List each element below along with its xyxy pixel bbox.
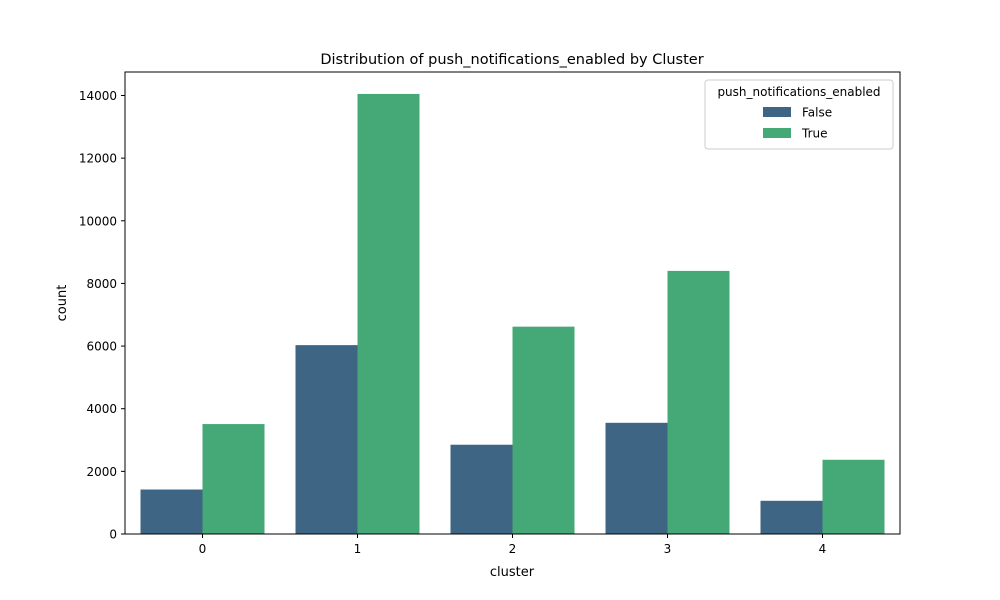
y-tick-label: 10000 (79, 214, 117, 228)
y-tick-label: 0 (109, 528, 117, 542)
legend-label-true: True (801, 127, 828, 141)
bar-false-cluster-2 (450, 444, 513, 534)
x-tick-label: 3 (664, 542, 672, 556)
legend-swatch-true (763, 128, 791, 138)
y-tick-label: 8000 (86, 277, 117, 291)
y-axis-label: count (55, 285, 70, 322)
y-tick-label: 12000 (79, 152, 117, 166)
bar-true-cluster-1 (357, 93, 420, 535)
legend-title: push_notifications_enabled (717, 85, 880, 99)
bar-true-cluster-3 (667, 270, 730, 534)
x-axis-label: cluster (490, 565, 535, 580)
legend-box (704, 79, 894, 150)
bar-true-cluster-0 (202, 424, 265, 534)
x-tick-label: 4 (819, 542, 827, 556)
legend-swatch-false (763, 107, 791, 117)
y-tick-label: 6000 (86, 340, 117, 354)
bar-false-cluster-4 (760, 500, 823, 534)
y-tick-label: 4000 (86, 402, 117, 416)
x-axis: 0 1 2 3 4 (199, 534, 827, 556)
bars-group (140, 93, 885, 535)
y-tick-label: 14000 (79, 89, 117, 103)
legend-label-false: False (802, 106, 832, 120)
bar-true-cluster-4 (822, 459, 885, 534)
bar-false-cluster-1 (295, 345, 358, 534)
bar-false-cluster-0 (140, 489, 203, 534)
x-tick-label: 1 (354, 542, 362, 556)
bar-true-cluster-2 (512, 326, 575, 534)
legend: push_notifications_enabled False True (704, 79, 894, 150)
y-axis: 0 2000 4000 6000 8000 10000 12000 14000 (79, 89, 125, 542)
x-tick-label: 2 (509, 542, 517, 556)
x-tick-label: 0 (199, 542, 207, 556)
y-tick-label: 2000 (86, 465, 117, 479)
bar-false-cluster-3 (605, 422, 668, 534)
chart-title: Distribution of push_notifications_enabl… (320, 52, 703, 68)
